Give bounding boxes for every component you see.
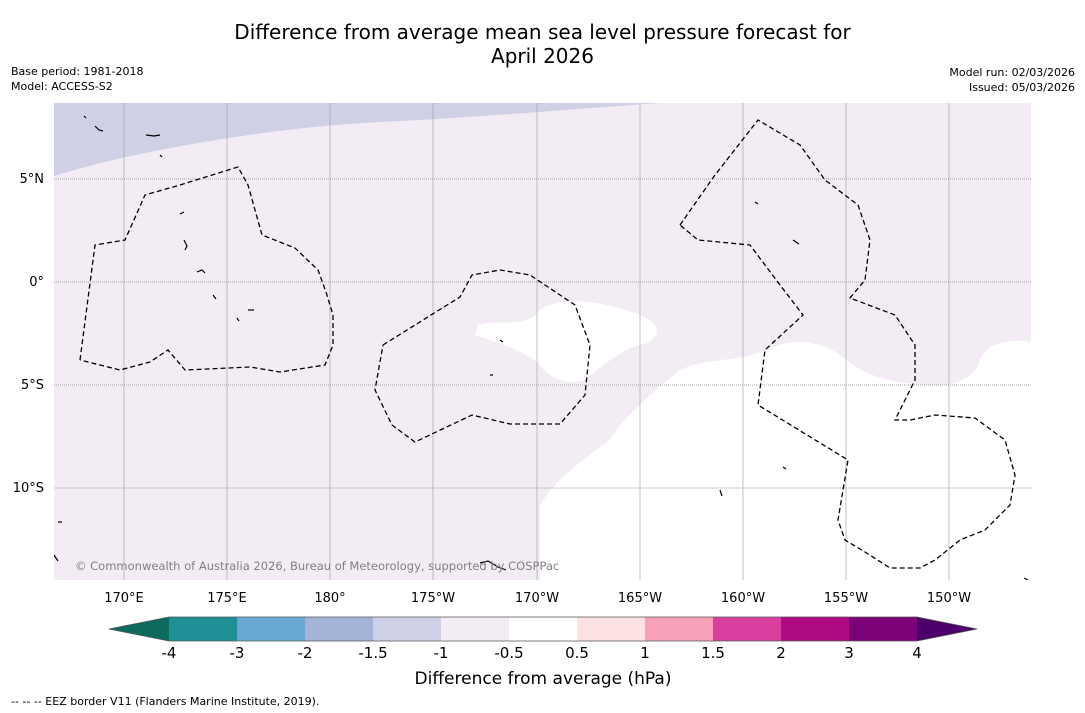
lat-label: 5°N: [20, 172, 45, 187]
eez-border-line-islands-north: [679, 119, 1016, 569]
issued-date: Issued: 05/03/2026: [968, 81, 1075, 94]
colorbar-tick-label: -2: [298, 644, 313, 662]
colorbar-tick-label: 2: [776, 644, 786, 662]
island: [792, 239, 800, 245]
colorbar-tick-label: 0.5: [565, 644, 589, 662]
lon-label: 180°: [314, 591, 345, 606]
colorbar-outline: [108, 616, 978, 642]
colorbar-tick-label: 1.5: [701, 644, 725, 662]
island: [719, 489, 723, 497]
copyright-notice: © Commonwealth of Australia 2026, Bureau…: [75, 559, 559, 573]
colorbar-segment: [781, 617, 849, 641]
colorbar-segment: [713, 617, 781, 641]
lon-label: 175°E: [207, 591, 247, 606]
colorbar-segment: [509, 617, 577, 641]
contour-white-region-center: [475, 301, 657, 382]
chart-title: Difference from average mean sea level p…: [0, 20, 1085, 68]
lat-label: 5°S: [21, 378, 44, 393]
islands: [54, 115, 1029, 580]
map-area: [54, 103, 1031, 580]
island: [83, 115, 87, 119]
title-line-2: April 2026: [491, 44, 594, 68]
lon-label: 165°W: [618, 591, 662, 606]
colorbar-segment: [373, 617, 441, 641]
island: [54, 554, 59, 562]
latitude-labels: 5°N 0° 5°S 10°S: [13, 172, 44, 496]
island: [145, 134, 161, 137]
island: [179, 211, 185, 215]
colorbar-tick-label: -0.5: [494, 644, 523, 662]
eez-footnote: -- -- -- EEZ border V11 (Flanders Marine…: [11, 695, 320, 708]
island: [754, 201, 759, 205]
colorbar: -4 -3 -2 -1.5 -1 -0.5 0.5 1 1.5 2 3 4: [108, 616, 978, 662]
colorbar-tick-label: -4: [162, 644, 177, 662]
island: [212, 294, 217, 300]
lat-label: 0°: [29, 275, 44, 290]
colorbar-label: Difference from average (hPa): [415, 669, 672, 689]
colorbar-tick-label: -1: [434, 644, 449, 662]
island: [94, 125, 104, 132]
island: [183, 239, 188, 251]
model-run: Model run: 02/03/2026: [949, 66, 1075, 79]
island: [196, 269, 206, 274]
colorbar-segment: [169, 617, 237, 641]
info-left: Base period: 1981-2018 Model: ACCESS-S2: [11, 64, 143, 94]
lat-label: 10°S: [13, 481, 44, 496]
island: [499, 339, 504, 343]
island: [1023, 577, 1029, 580]
colorbar-segment: [237, 617, 305, 641]
colorbar-segment: [645, 617, 713, 641]
title-line-1: Difference from average mean sea level p…: [234, 20, 851, 44]
colorbar-segment: [441, 617, 509, 641]
colorbar-tick-label: -1.5: [358, 644, 387, 662]
island: [782, 466, 787, 470]
island: [479, 560, 507, 571]
lon-label: 175°W: [411, 591, 455, 606]
colorbar-tick-label: 4: [912, 644, 922, 662]
colorbar-tick-label: 1: [640, 644, 650, 662]
colorbar-over-arrow: [917, 617, 977, 641]
lon-label: 150°W: [927, 591, 971, 606]
island: [236, 317, 240, 322]
lon-label: 170°W: [515, 591, 559, 606]
colorbar-segment: [577, 617, 645, 641]
colorbar-segment: [305, 617, 373, 641]
eez-borders: [79, 119, 1016, 569]
contour-minus-1-5-region: [54, 103, 660, 176]
info-right: Model run: 02/03/2026 Issued: 05/03/2026: [949, 65, 1075, 95]
island: [159, 154, 163, 158]
latitude-gridlines: [54, 178, 1031, 489]
base-period: Base period: 1981-2018: [11, 65, 144, 78]
lon-label: 170°E: [104, 591, 144, 606]
lon-label: 160°W: [721, 591, 765, 606]
longitude-labels: 170°E 175°E 180° 175°W 170°W 165°W 160°W…: [104, 591, 971, 606]
eez-border-kiribati-gilbert: [79, 166, 334, 373]
longitude-gridlines: [123, 103, 950, 580]
colorbar-under-arrow: [109, 617, 169, 641]
model-name: Model: ACCESS-S2: [11, 80, 113, 93]
lon-label: 155°W: [824, 591, 868, 606]
eez-border-phoenix-islands: [374, 269, 591, 443]
contour-white-region-east: [540, 340, 1031, 580]
colorbar-tick-label: 3: [844, 644, 854, 662]
colorbar-segment: [849, 617, 917, 641]
colorbar-tick-label: -3: [230, 644, 245, 662]
